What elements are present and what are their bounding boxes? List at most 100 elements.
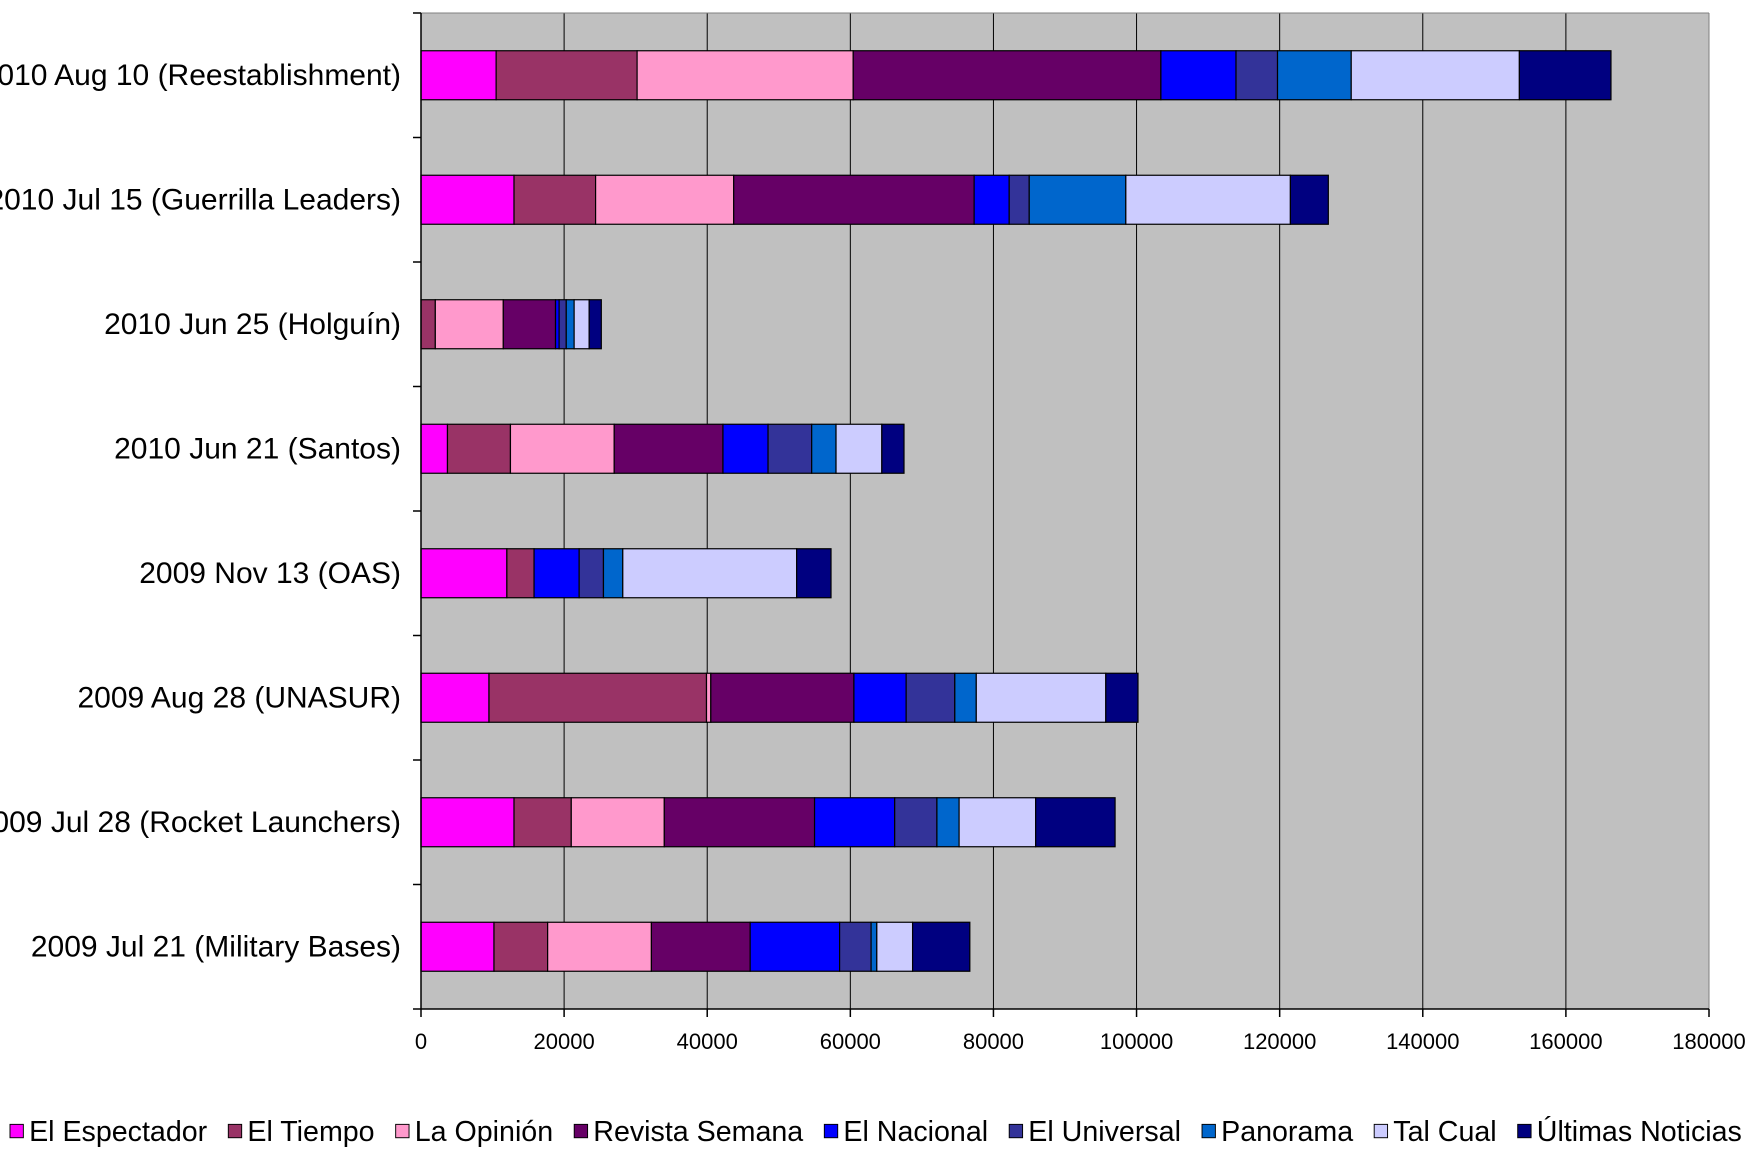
bar-segment (420, 50, 497, 101)
bar-segment (870, 921, 878, 972)
bar-segment (420, 174, 515, 225)
bar-segment (565, 299, 575, 350)
legend-swatch (1517, 1123, 1532, 1139)
legend-label: La Opinión (415, 1116, 553, 1148)
legend-label: El Espectador (29, 1116, 208, 1148)
bar-segment (578, 548, 605, 599)
bar-segment (650, 921, 751, 972)
bar-segment (613, 423, 724, 474)
bar-segment (973, 174, 1010, 225)
category-label: 2010 Jun 21 (Santos) (114, 432, 401, 465)
legend-label: Tal Cual (1393, 1116, 1496, 1148)
category-label: 2009 Jul 21 (Military Bases) (31, 930, 401, 963)
legend-label: Panorama (1221, 1116, 1353, 1148)
bar-segment (570, 797, 665, 848)
bar-segment (420, 797, 515, 848)
bar-segment (1160, 50, 1237, 101)
bar-segment (838, 921, 872, 972)
bar-segment (749, 921, 841, 972)
x-tick-label: 20000 (534, 1029, 595, 1054)
legend-swatch (573, 1123, 589, 1139)
category-label: 2010 Jul 15 (Guerrilla Leaders) (0, 183, 401, 216)
bar-segment (1518, 50, 1612, 101)
bar-segment (547, 921, 653, 972)
bar-segment (710, 672, 855, 723)
x-tick-label: 160000 (1529, 1029, 1602, 1054)
bar-segment (509, 423, 615, 474)
legend-label: El Universal (1028, 1116, 1181, 1148)
bars (420, 50, 1612, 972)
bar-segment (1008, 174, 1030, 225)
axes (413, 12, 1710, 1017)
bar-segment (911, 921, 971, 972)
bar-segment (622, 548, 798, 599)
legend-swatch (1008, 1123, 1024, 1139)
legend-item: Últimas Noticias (1517, 1115, 1742, 1148)
legend-item: El Universal (1008, 1116, 1181, 1148)
bar-segment (420, 672, 490, 723)
bar-segment (1289, 174, 1329, 225)
bar-segment (488, 672, 708, 723)
bar-segment (1350, 50, 1520, 101)
x-tick-label: 120000 (1243, 1029, 1316, 1054)
bar-segment (502, 299, 557, 350)
legend-item: Panorama (1201, 1116, 1353, 1148)
bar-segment (1276, 50, 1352, 101)
x-tick-label: 60000 (820, 1029, 881, 1054)
bar-segment (506, 548, 535, 599)
x-tick-label: 80000 (963, 1029, 1024, 1054)
legend-item: El Espectador (9, 1116, 208, 1148)
legend-swatch (227, 1123, 243, 1139)
category-labels: 2010 Aug 10 (Reestablishment) 2010 Jul 15… (0, 59, 401, 964)
bar-segment (853, 672, 907, 723)
category-label: 2009 Aug 28 (UNASUR) (78, 681, 402, 714)
legend-item: El Nacional (823, 1116, 988, 1148)
bar-segment (420, 548, 508, 599)
legend-label: El Tiempo (247, 1116, 374, 1148)
x-tick-label: 40000 (677, 1029, 738, 1054)
legend-label: Últimas Noticias (1537, 1115, 1742, 1148)
legend-item: Tal Cual (1373, 1116, 1497, 1148)
bar-segment (835, 423, 883, 474)
legend-item: Revista Semana (573, 1116, 803, 1148)
bar-segment (1235, 50, 1279, 101)
bar-segment (573, 299, 590, 350)
legend-swatch (1373, 1123, 1389, 1139)
bar-segment (733, 174, 975, 225)
bar-segment (905, 672, 956, 723)
legend-label: El Nacional (843, 1116, 988, 1148)
bar-segment (881, 423, 905, 474)
category-label: 2009 Jul 28 (Rocket Launchers) (0, 806, 401, 839)
bar-segment (811, 423, 837, 474)
bar-segment (954, 672, 977, 723)
bar-segment (1105, 672, 1139, 723)
bar-segment (1125, 174, 1292, 225)
bar-segment (602, 548, 624, 599)
legend-swatch (9, 1123, 24, 1139)
bar-segment (722, 423, 769, 474)
bar-segment (767, 423, 813, 474)
legend-swatch (395, 1123, 410, 1139)
category-label: 2009 Nov 13 (OAS) (139, 557, 401, 590)
bar-segment (876, 921, 914, 972)
bar-segment (852, 50, 1162, 101)
bar-segment (936, 797, 960, 848)
legend-item: La Opinión (395, 1116, 553, 1148)
plot-area (421, 13, 1709, 1009)
bar-segment (796, 548, 832, 599)
bar-segment (1035, 797, 1116, 848)
bar-segment (958, 797, 1037, 848)
category-label: 2010 Aug 10 (Reestablishment) (0, 59, 401, 92)
legend-swatch (823, 1123, 839, 1139)
category-label: 2010 Jun 25 (Holguín) (104, 308, 401, 341)
bar-segment (513, 174, 597, 225)
bar-segment (588, 299, 602, 350)
bar-segment (663, 797, 816, 848)
bar-segment (513, 797, 572, 848)
bar-segment (446, 423, 512, 474)
x-tick-label: 100000 (1100, 1029, 1173, 1054)
x-tick-labels: 0 20000 40000 60000 80000 100000 120000 140000 1… (415, 1029, 1746, 1054)
legend: El Espectador El Tiempo La Opinión Revista … (9, 1115, 1742, 1148)
bar-segment (493, 921, 549, 972)
